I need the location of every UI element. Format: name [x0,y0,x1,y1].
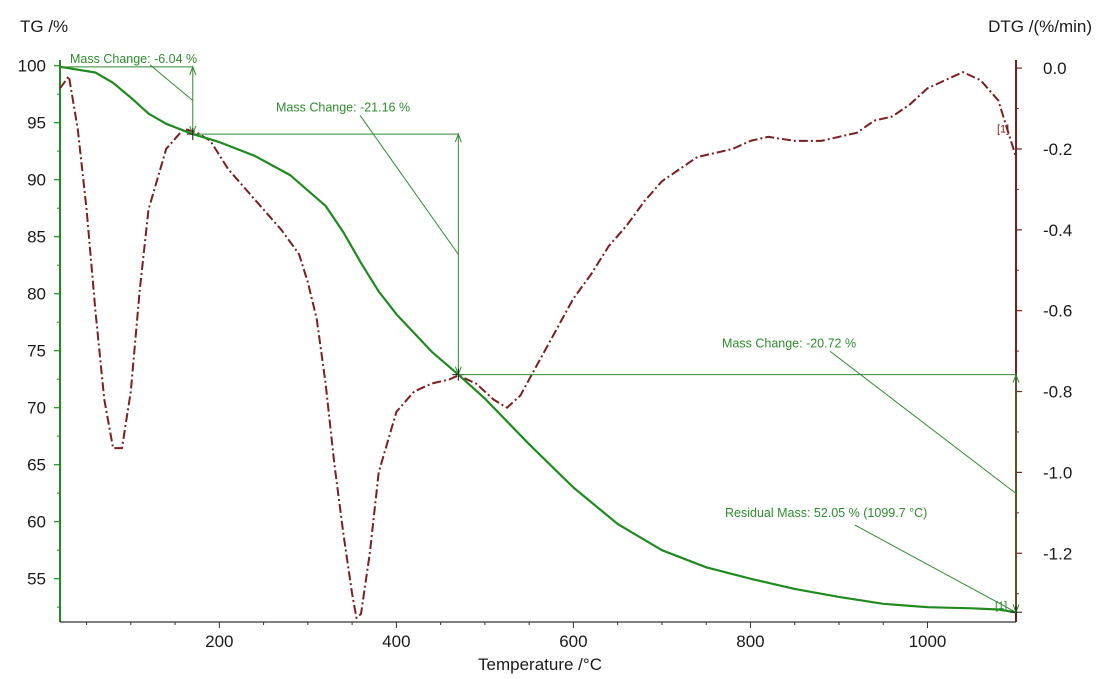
y-axis-left-label: TG /% [20,17,68,36]
y-left-tick-label: 80 [27,285,46,304]
annotation-leader-line [829,350,1017,494]
y-right-tick-label: 0.0 [1043,59,1067,78]
y-right-tick-label: -0.2 [1043,140,1072,159]
y-left-tick-label: 60 [27,513,46,532]
residual-leader-line [854,524,1017,613]
dtg-series-line [59,71,1017,619]
y-left-tick-label: 65 [27,456,46,475]
y-left-tick-label: 55 [27,570,46,589]
x-tick-label: 200 [205,632,233,651]
y-right-tick-label: -1.0 [1043,463,1072,482]
y-axis-right-label: DTG /(%/min) [988,17,1092,36]
annotation-leader-line [149,64,194,101]
y-left-tick-label: 85 [27,228,46,247]
mass-change-label: Mass Change: -6.04 % [70,52,197,66]
x-tick-label: 600 [559,632,587,651]
arrow-head-up [189,65,197,76]
x-tick-label: 800 [736,632,764,651]
arrow-head-up [1012,373,1020,383]
x-axis-label: Temperature /°C [478,655,602,674]
x-tick-label: 1000 [909,632,947,651]
annotation-leader-line [359,115,459,255]
tg-curve-marker: [1] [995,600,1007,612]
axes-group [59,60,1017,623]
y-right-tick-label: -1.2 [1043,544,1072,563]
arrow-head-up [454,132,462,143]
y-right-tick-label: -0.6 [1043,302,1072,321]
dtg-curve-marker: [1] [997,124,1009,136]
y-left-tick-label: 95 [27,114,46,133]
y-right-tick-label: -0.4 [1043,221,1072,240]
tg-series-line [59,65,1017,614]
y-left-tick-label: 100 [18,57,46,76]
y-left-tick-label: 70 [27,399,46,418]
annotation-group: Mass Change: -6.04 % Mass Change: -21.16 … [60,52,1022,619]
tick-group: 200 400 600 800 1000 100 95 90 85 80 75 70 65 60 55 0.0… [18,57,1073,651]
mass-change-label: Mass Change: -20.72 % [722,336,856,350]
x-tick-label: 400 [382,632,410,651]
y-left-tick-label: 75 [27,342,46,361]
series-group [59,65,1017,619]
y-left-tick-label: 90 [27,171,46,190]
residual-mass-label: Residual Mass: 52.05 % (1099.7 °C) [725,506,927,520]
y-right-tick-label: -0.8 [1043,383,1072,402]
mass-change-label: Mass Change: -21.16 % [276,100,410,114]
